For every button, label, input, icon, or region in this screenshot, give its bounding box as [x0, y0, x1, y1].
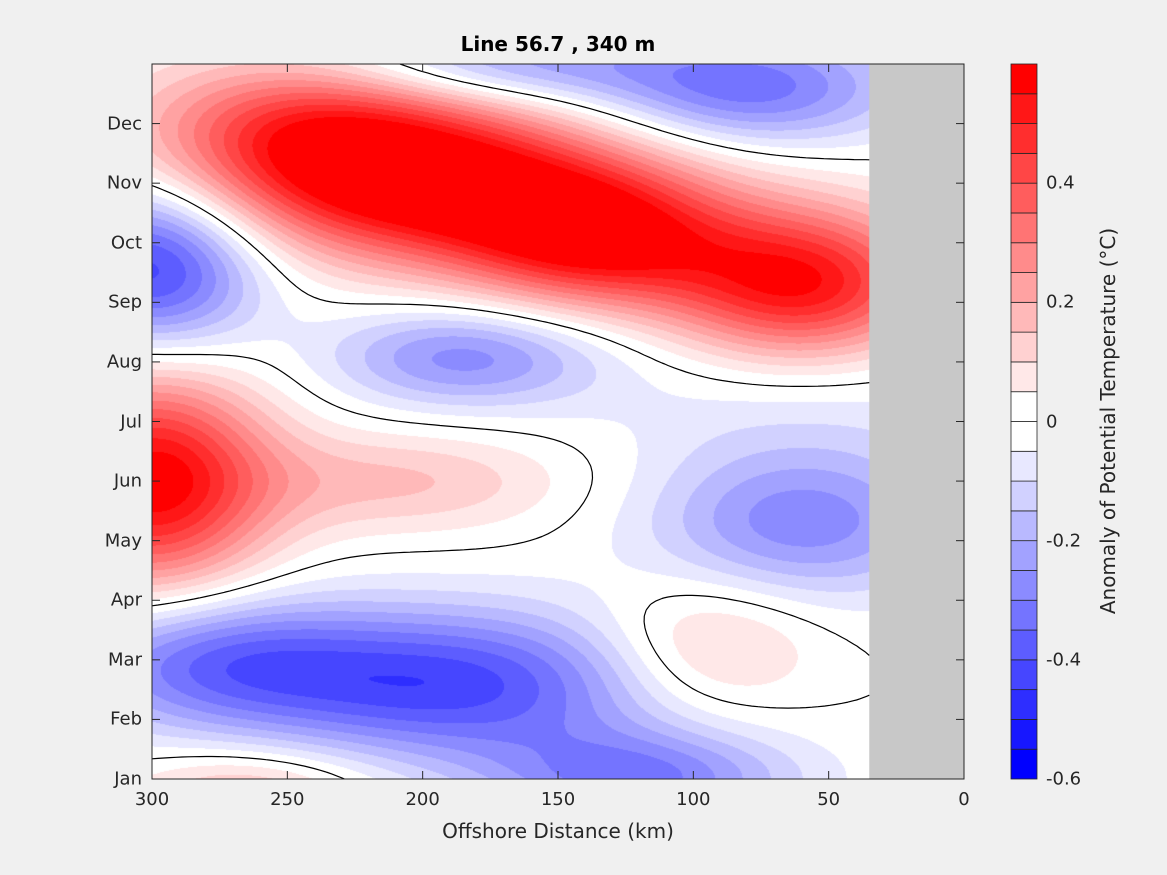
colorbar-tick-label: -0.4: [1046, 649, 1082, 671]
colorbar-level: [1010, 450, 1038, 482]
colorbar-level: [1010, 93, 1038, 124]
colorbar-level: [1010, 421, 1038, 452]
colorbar-level: [1010, 659, 1038, 691]
colorbar-level: [1010, 719, 1038, 750]
colorbar-level: [1010, 599, 1038, 631]
zero-contour-line: [151, 63, 870, 780]
chart-title: Line 56.7 , 340 m: [460, 32, 656, 56]
x-tick-label: 50: [817, 789, 841, 810]
contour-field-wrapper: [152, 64, 964, 779]
colorbar-level: [1010, 331, 1038, 363]
colorbar-level: [1010, 361, 1038, 393]
no-data-region: [869, 64, 964, 779]
colorbar-level: [1010, 63, 1038, 95]
colorbar-level: [1010, 629, 1038, 661]
colorbar-tick-label: 0: [1046, 411, 1058, 432]
colorbar-tick-label: 0.2: [1046, 291, 1075, 313]
y-tick-label: Mar: [108, 649, 142, 671]
colorbar-level: [1010, 152, 1038, 184]
colorbar-level: [1010, 212, 1038, 244]
colorbar-tick-label: -0.2: [1046, 530, 1082, 552]
x-tick-label: 0: [958, 789, 970, 810]
colorbar-tick-label: 0.4: [1046, 172, 1075, 194]
x-tick-label: 200: [405, 789, 440, 810]
colorbar-level: [1010, 242, 1038, 273]
colorbar-level: [1010, 391, 1038, 422]
colorbar-level: [1010, 540, 1038, 571]
y-tick-label: Jul: [120, 411, 142, 432]
colorbar-level: [1010, 123, 1038, 154]
y-tick-marks: [152, 123, 964, 780]
x-tick-marks: [151, 64, 965, 779]
y-tick-label: Nov: [106, 172, 142, 194]
y-tick-label: Aug: [106, 351, 142, 373]
y-tick-label: Dec: [107, 113, 142, 135]
x-tick-label: 100: [676, 789, 711, 810]
y-tick-label: May: [104, 530, 142, 552]
colorbar-level: [1010, 272, 1038, 303]
colorbar-level: [1010, 480, 1038, 512]
colorbar-label: Anomaly of Potential Temperature (°C): [1096, 227, 1120, 615]
colorbar-level: [1010, 510, 1038, 542]
x-axis-label: Offshore Distance (km): [442, 819, 674, 843]
x-tick-label: 250: [270, 789, 305, 810]
y-tick-label: Sep: [108, 291, 142, 313]
colorbar-level: [1010, 689, 1038, 720]
y-tick-label: Jun: [113, 470, 142, 492]
y-tick-label: Feb: [110, 708, 142, 730]
colorbar-level: [1010, 301, 1038, 333]
x-tick-label: 300: [134, 789, 170, 810]
colorbar-level: [1010, 748, 1038, 780]
colorbar-level: [1010, 182, 1038, 214]
y-tick-label: Oct: [110, 232, 142, 254]
colorbar-level: [1010, 570, 1038, 601]
y-tick-label: Apr: [110, 589, 142, 611]
contour-field: [152, 64, 964, 779]
y-tick-label: Jan: [114, 768, 142, 790]
colorbar: [1010, 63, 1038, 780]
colorbar-tick-label: -0.6: [1046, 768, 1082, 790]
x-tick-label: 150: [540, 789, 576, 810]
